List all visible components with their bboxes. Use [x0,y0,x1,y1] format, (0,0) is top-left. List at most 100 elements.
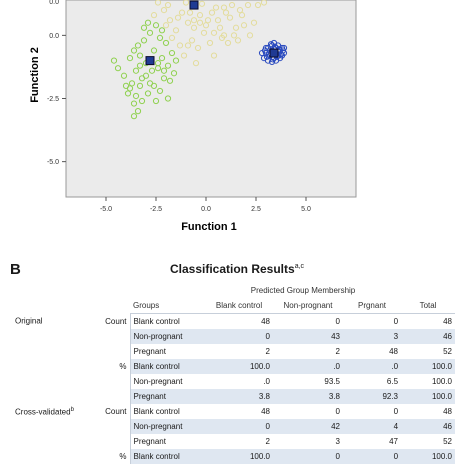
data-point [220,32,228,39]
data-point [184,19,192,26]
data-point [160,75,168,82]
data-point [164,1,172,9]
data-point [170,70,178,77]
data-point [146,29,154,36]
table-cell: .0 [273,359,343,374]
data-point [164,62,172,69]
group-centroid [269,48,279,58]
col-header: Prgnant [343,298,402,314]
row-metric [84,434,131,449]
row-group: Blank control [130,449,205,464]
table-row: Non-pregnant 0 42 4 46 [12,419,456,434]
data-point [130,113,138,120]
data-point [202,22,210,29]
data-point [164,95,172,102]
data-point [230,32,238,39]
row-metric [84,419,131,434]
row-metric: Count [84,404,131,419]
table-cell: .0 [263,377,270,386]
row-metric [84,374,131,389]
data-point [208,9,216,16]
data-point [114,65,122,72]
row-section [12,419,84,434]
data-point [130,47,138,54]
data-point [156,87,164,95]
table-cell: 0 [205,419,273,434]
table-cell: 48 [443,407,453,416]
table-title: Classification Resultsa,c [169,262,305,276]
data-point [176,42,184,49]
data-point [152,22,160,29]
data-point [126,54,134,62]
row-group: Pregnant [133,437,166,446]
table-cell: 0 [343,449,402,464]
data-point [224,39,232,47]
panel-letter: B [10,261,21,278]
table-row: Original Count Blank control 48 0 0 48 [12,313,455,329]
table-cell: .0 [343,359,402,374]
data-point [134,42,142,49]
data-point [172,57,180,64]
table-cell: 100.0 [431,377,453,386]
x-tick-label: -2.5 [150,206,162,213]
data-point [274,42,282,49]
table-cell: 100.0 [401,359,456,374]
table-row: Pregnant 2 2 48 52 [12,344,455,359]
data-point [144,19,152,26]
data-point [240,22,248,29]
row-section [12,374,84,389]
data-point [232,24,240,31]
group-centroid [145,56,155,66]
table-cell: 2 [265,437,270,446]
data-point [188,37,196,44]
row-group: Non-pregnant [130,419,205,434]
row-section [12,434,84,449]
data-point [160,67,168,74]
table-cell: 0 [393,317,399,326]
data-point [272,57,280,64]
table-cell: 0 [335,407,340,416]
table-cell: 0 [205,329,273,344]
table-cell: 48 [261,407,270,416]
data-point [168,34,176,41]
data-point [132,67,140,74]
col-header: Total [401,298,456,314]
table-cell: 4 [343,419,402,434]
y-axis-label: Function 2 [29,47,41,103]
data-point [136,52,144,59]
y-tick-label-top: 0.0 [49,0,59,6]
data-point [212,4,220,11]
data-point [210,29,218,36]
data-point [214,17,222,24]
data-point [158,54,166,62]
row-section: Original [15,317,43,327]
x-tick-label: -5.0 [100,206,112,213]
data-point [198,0,206,7]
data-point [128,80,136,87]
table-row: Pregnant 3.8 3.8 92.3 100.0 [12,389,456,404]
row-section: Cross-validatedb [15,406,74,417]
classification-table: Predicted Group Membership Groups Blank … [12,283,456,464]
row-section [12,389,84,404]
table-cell: 0 [273,449,343,464]
data-point [184,42,192,49]
data-point [226,14,234,21]
table-row: Cross-validatedb Count Blank control 48 0 0 48 [12,404,455,419]
data-point [190,24,198,31]
table-row: Pregnant 2 3 47 52 [12,434,455,449]
table-row: % Blank control 100.0 0 0 100.0 [12,449,456,464]
col-header: Non-prognant [273,298,343,314]
data-point [190,17,198,24]
row-metric: % [84,359,131,374]
data-point [200,29,208,36]
row-group: Non-pregnant [133,377,183,386]
data-point [152,97,160,105]
table-cell: 3.8 [205,389,273,404]
data-point [110,57,118,64]
data-point [172,27,180,34]
data-point [204,17,212,24]
data-point [216,24,224,31]
row-group: Blank control [133,317,180,326]
row-group: Blank control [130,359,205,374]
x-tick-label: 2.5 [251,206,261,213]
